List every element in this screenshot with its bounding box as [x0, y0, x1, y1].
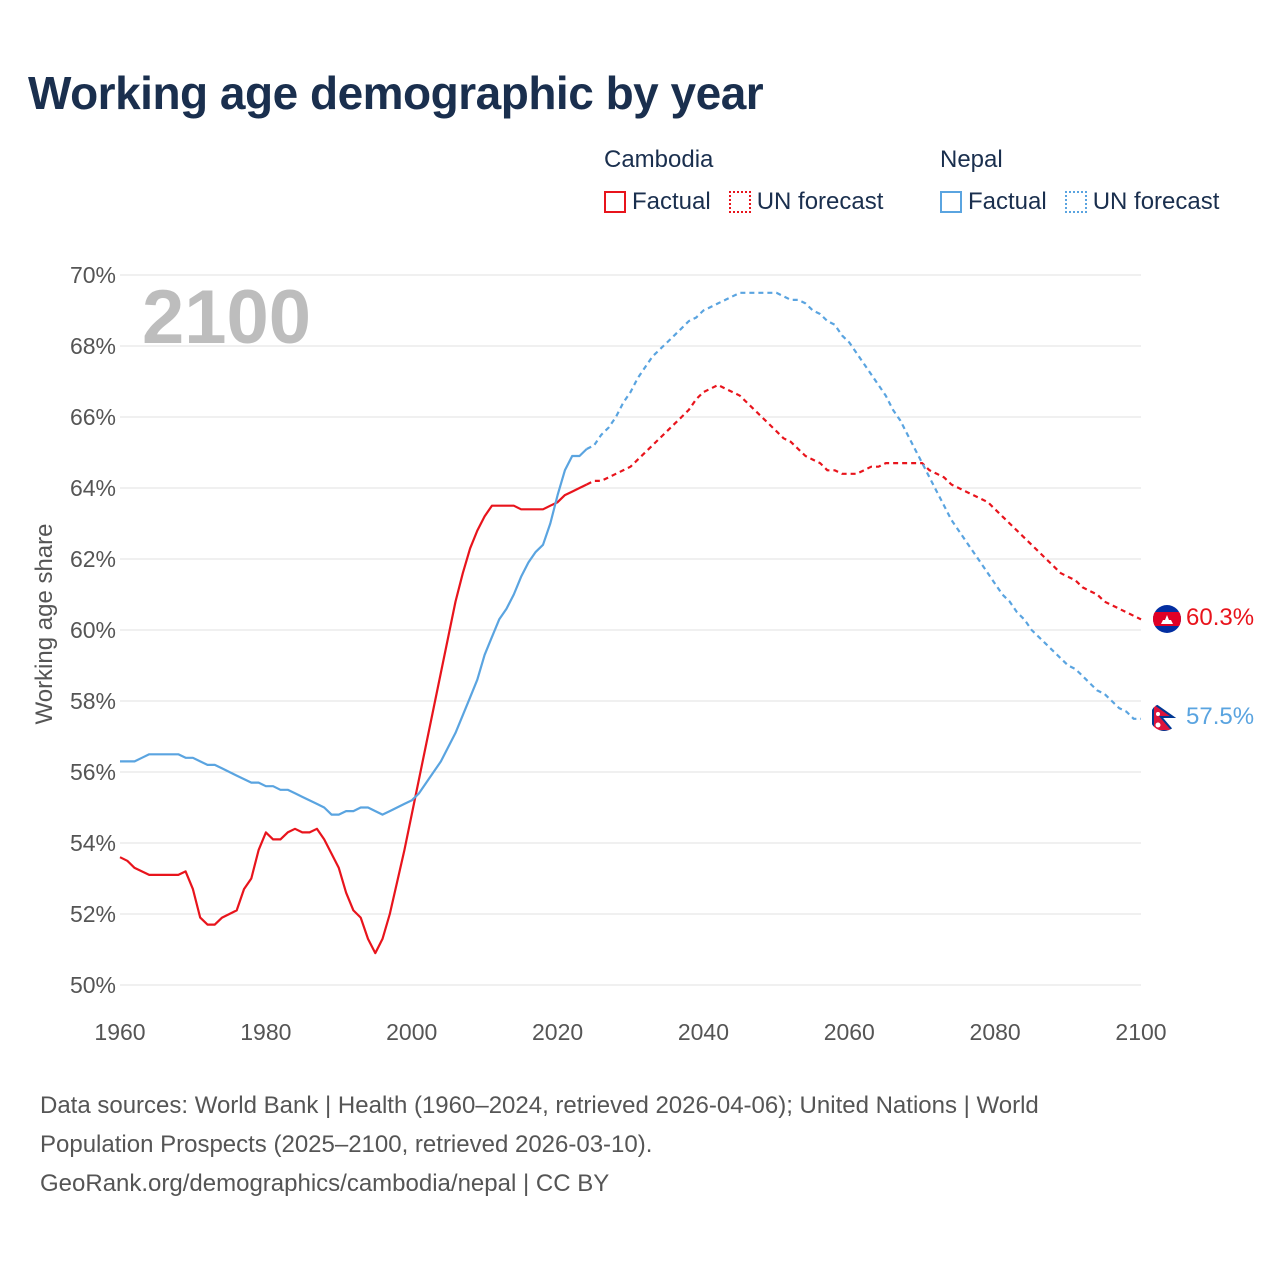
year-watermark: 2100: [142, 275, 311, 360]
y-tick-label: 58%: [70, 688, 116, 714]
legend-cambodia-factual[interactable]: Factual: [604, 188, 711, 216]
legend-label: Factual: [632, 188, 711, 215]
y-tick-label: 56%: [70, 759, 116, 785]
x-tick-label: 1980: [240, 1019, 291, 1045]
x-tick-label: 2080: [970, 1019, 1021, 1045]
legend-swatch-dotted: [728, 191, 751, 213]
nepal-forecast-line: [586, 291, 1141, 720]
data-sources: Data sources: World Bank | Health (1960–…: [40, 1086, 1220, 1203]
sources-line-2: Population Prospects (2025–2100, retriev…: [40, 1131, 653, 1158]
y-tick-label: 64%: [70, 475, 116, 501]
legend-cambodia: Cambodia Factual UN forecast: [604, 146, 901, 216]
x-tick-label: 2000: [386, 1019, 437, 1045]
legend-nepal: Nepal Factual UN forecast: [940, 146, 1219, 216]
cambodia-forecast-line: [586, 383, 1142, 621]
legend-nepal-name: Nepal: [940, 146, 1003, 173]
y-tick-label: 52%: [70, 901, 116, 927]
legend-label: Factual: [968, 188, 1047, 215]
cambodia-flag-icon: [1153, 605, 1181, 633]
y-tick-label: 66%: [70, 404, 116, 430]
nepal-flag-icon: [1150, 703, 1178, 731]
legend-label: UN forecast: [1092, 188, 1220, 215]
grid-lines: [120, 274, 1141, 986]
y-tick-label: 60%: [70, 617, 116, 643]
legend-swatch-dotted: [1064, 191, 1087, 213]
y-tick-label: 54%: [70, 830, 116, 856]
legend-cambodia-name: Cambodia: [604, 146, 714, 173]
x-tick-label: 2020: [532, 1019, 583, 1045]
x-tick-label: 2100: [1115, 1019, 1166, 1045]
x-tick-label: 2060: [824, 1019, 875, 1045]
x-axis-ticks: 1960 1980 2000 2020 2040 2060 2080 2100: [94, 1019, 1166, 1045]
y-tick-label: 62%: [70, 546, 116, 572]
x-tick-label: 1960: [94, 1019, 145, 1045]
y-axis-ticks: 50% 52% 54% 56% 58% 60% 62% 64% 66% 68% 70%: [70, 262, 116, 998]
legend-nepal-factual[interactable]: Factual: [940, 188, 1047, 216]
legend-cambodia-forecast[interactable]: UN forecast: [728, 188, 884, 216]
legend-nepal-forecast[interactable]: UN forecast: [1064, 188, 1220, 216]
y-axis-label: Working age share: [31, 524, 58, 725]
page-title: Working age demographic by year: [28, 67, 764, 119]
nepal-end-label: 57.5%: [1186, 703, 1254, 730]
x-tick-label: 2040: [678, 1019, 729, 1045]
y-tick-label: 50%: [70, 972, 116, 998]
legend-swatch-solid: [604, 191, 626, 213]
cambodia-end-label: 60.3%: [1186, 604, 1254, 631]
sources-line-1: Data sources: World Bank | Health (1960–…: [40, 1092, 1039, 1119]
y-tick-label: 70%: [70, 262, 116, 288]
cambodia-factual-line: [119, 483, 588, 955]
y-tick-label: 68%: [70, 333, 116, 359]
sources-line-3[interactable]: GeoRank.org/demographics/cambodia/nepal …: [40, 1170, 610, 1197]
legend-label: UN forecast: [756, 188, 884, 215]
nepal-factual-line: [120, 448, 588, 816]
legend-swatch-solid: [940, 191, 962, 213]
series-lines: [119, 291, 1142, 955]
